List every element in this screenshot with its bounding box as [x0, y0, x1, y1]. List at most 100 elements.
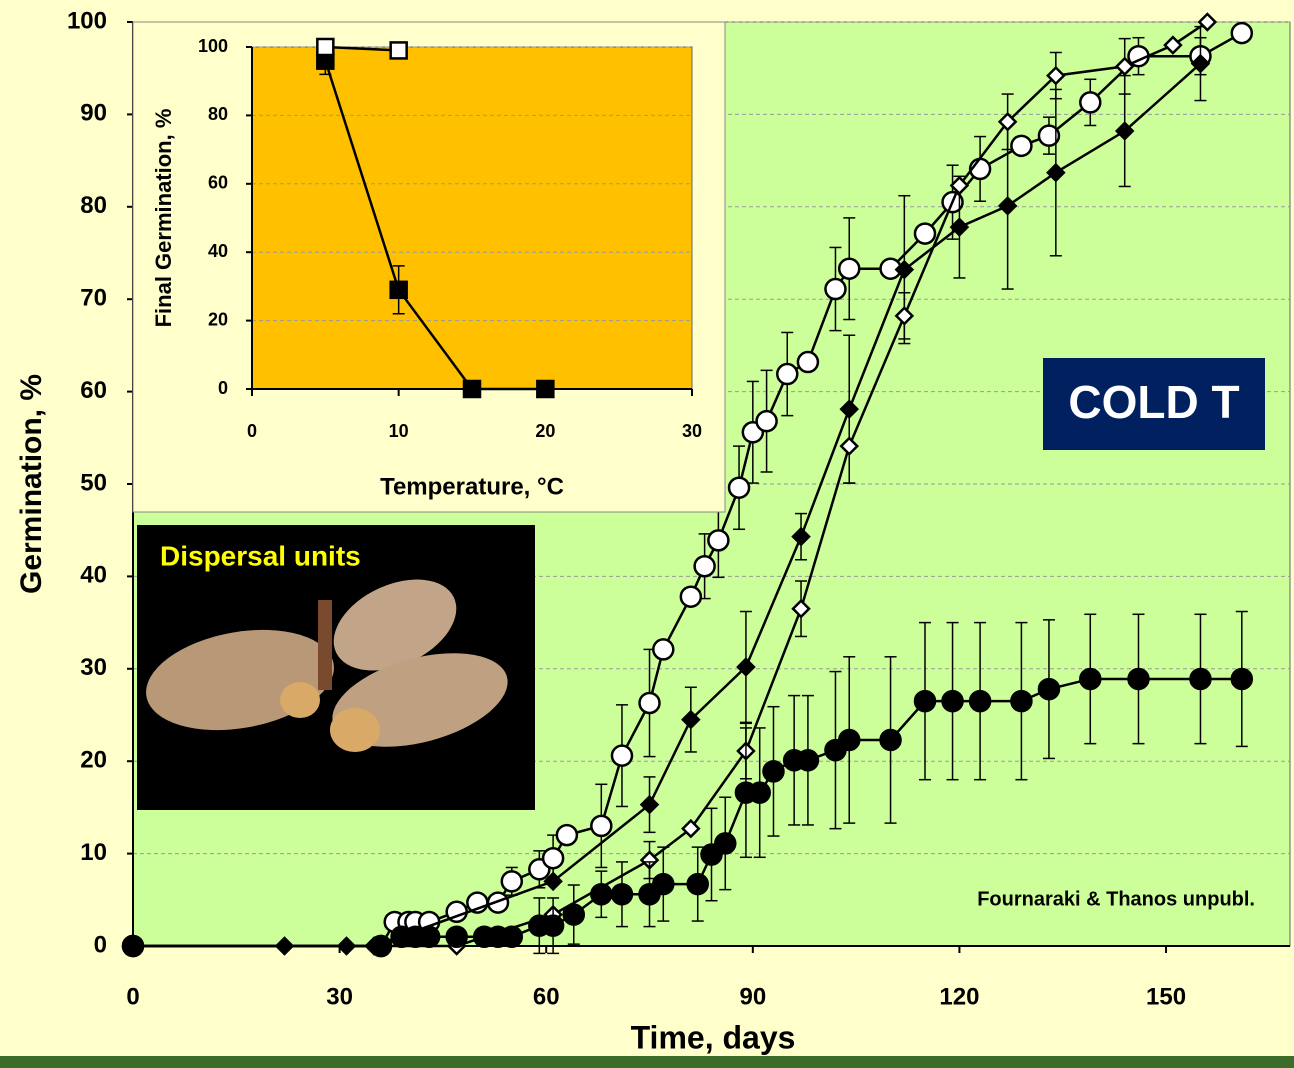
point [536, 379, 555, 399]
point [894, 306, 915, 326]
point [486, 891, 510, 914]
photo: Dispersal units [137, 525, 535, 810]
point [1037, 677, 1061, 701]
point [500, 925, 524, 949]
point [997, 112, 1018, 132]
y-tick-label: 50 [80, 469, 107, 496]
point [1197, 12, 1218, 32]
x-tick-label: 90 [739, 983, 766, 1010]
x-axis-title: Time, days [631, 1019, 796, 1055]
y-tick-label: 70 [80, 285, 107, 312]
point [791, 598, 811, 619]
point [1037, 124, 1061, 147]
point [748, 781, 771, 804]
point [1010, 689, 1033, 713]
stem [318, 600, 332, 690]
point [590, 883, 613, 906]
point [541, 914, 565, 937]
x-tick-label: 150 [1146, 983, 1186, 1010]
y-tick-label: 30 [80, 654, 107, 681]
point [949, 175, 970, 196]
point [686, 872, 709, 896]
point [462, 379, 482, 399]
point [941, 689, 964, 713]
point [727, 476, 751, 499]
point [1163, 35, 1183, 55]
x-tick-label: 30 [326, 983, 353, 1010]
point [879, 728, 902, 752]
y-tick-label: 90 [80, 100, 107, 127]
point [796, 350, 820, 374]
point [681, 818, 701, 839]
y-tick-label: 60 [80, 377, 107, 404]
condition-label: COLD T [1068, 376, 1239, 428]
point [316, 37, 335, 57]
plot-area [251, 46, 693, 390]
point [1189, 667, 1212, 691]
point [1046, 162, 1066, 183]
x-tick-label: 60 [533, 983, 560, 1010]
point [417, 925, 441, 949]
point [555, 823, 579, 847]
point [707, 529, 730, 552]
point [369, 934, 393, 958]
point [913, 222, 937, 245]
point [1127, 667, 1150, 691]
point [1079, 91, 1102, 114]
point [389, 41, 408, 60]
fruit [280, 682, 320, 718]
y-tick-label: 20 [208, 309, 228, 329]
point [543, 871, 563, 892]
point [837, 257, 861, 280]
point [1046, 65, 1066, 86]
inset-chart: 0 20 40 60 80 100 0 10 20 30 Temperature, °C Final … [151, 36, 702, 501]
point [714, 832, 737, 855]
y-tick-label: 40 [208, 241, 228, 261]
label-box [1043, 358, 1265, 450]
point [1114, 121, 1135, 141]
y-tick-label: 20 [80, 747, 107, 774]
point [1230, 667, 1254, 691]
source-note: Fournaraki & Thanos unpubl. [977, 888, 1255, 910]
point [837, 728, 861, 752]
point [776, 362, 799, 386]
point [500, 870, 524, 893]
point [1230, 21, 1254, 45]
x-axis-title: Temperature, °C [380, 473, 564, 500]
point [610, 744, 634, 767]
point [796, 749, 820, 772]
y-tick-label: 80 [208, 104, 228, 124]
point [997, 196, 1018, 216]
point [1190, 53, 1211, 74]
y-axis-title: Germination, % [15, 374, 48, 594]
x-tick-label: 10 [389, 421, 409, 441]
series-line [325, 45, 399, 52]
point [639, 794, 660, 815]
y-tick-label: 10 [80, 839, 107, 866]
point [968, 689, 992, 713]
point [590, 814, 613, 838]
point [1079, 667, 1102, 691]
point [693, 554, 716, 578]
point [121, 934, 145, 958]
photo-label: Dispersal units [160, 540, 361, 571]
point [679, 585, 703, 608]
point [638, 691, 661, 715]
x-tick-label: 0 [247, 421, 257, 441]
y-tick-label: 80 [80, 192, 107, 219]
x-tick-label: 120 [939, 983, 979, 1010]
y-tick-label: 40 [80, 562, 107, 589]
point [562, 903, 586, 926]
point [824, 277, 847, 301]
point [541, 846, 565, 870]
point [894, 259, 915, 280]
point [389, 280, 408, 300]
x-tick-label: 0 [126, 983, 139, 1010]
point [949, 217, 970, 237]
point [610, 883, 634, 906]
point [681, 709, 701, 730]
y-tick-label: 100 [67, 7, 107, 34]
point [839, 436, 860, 456]
